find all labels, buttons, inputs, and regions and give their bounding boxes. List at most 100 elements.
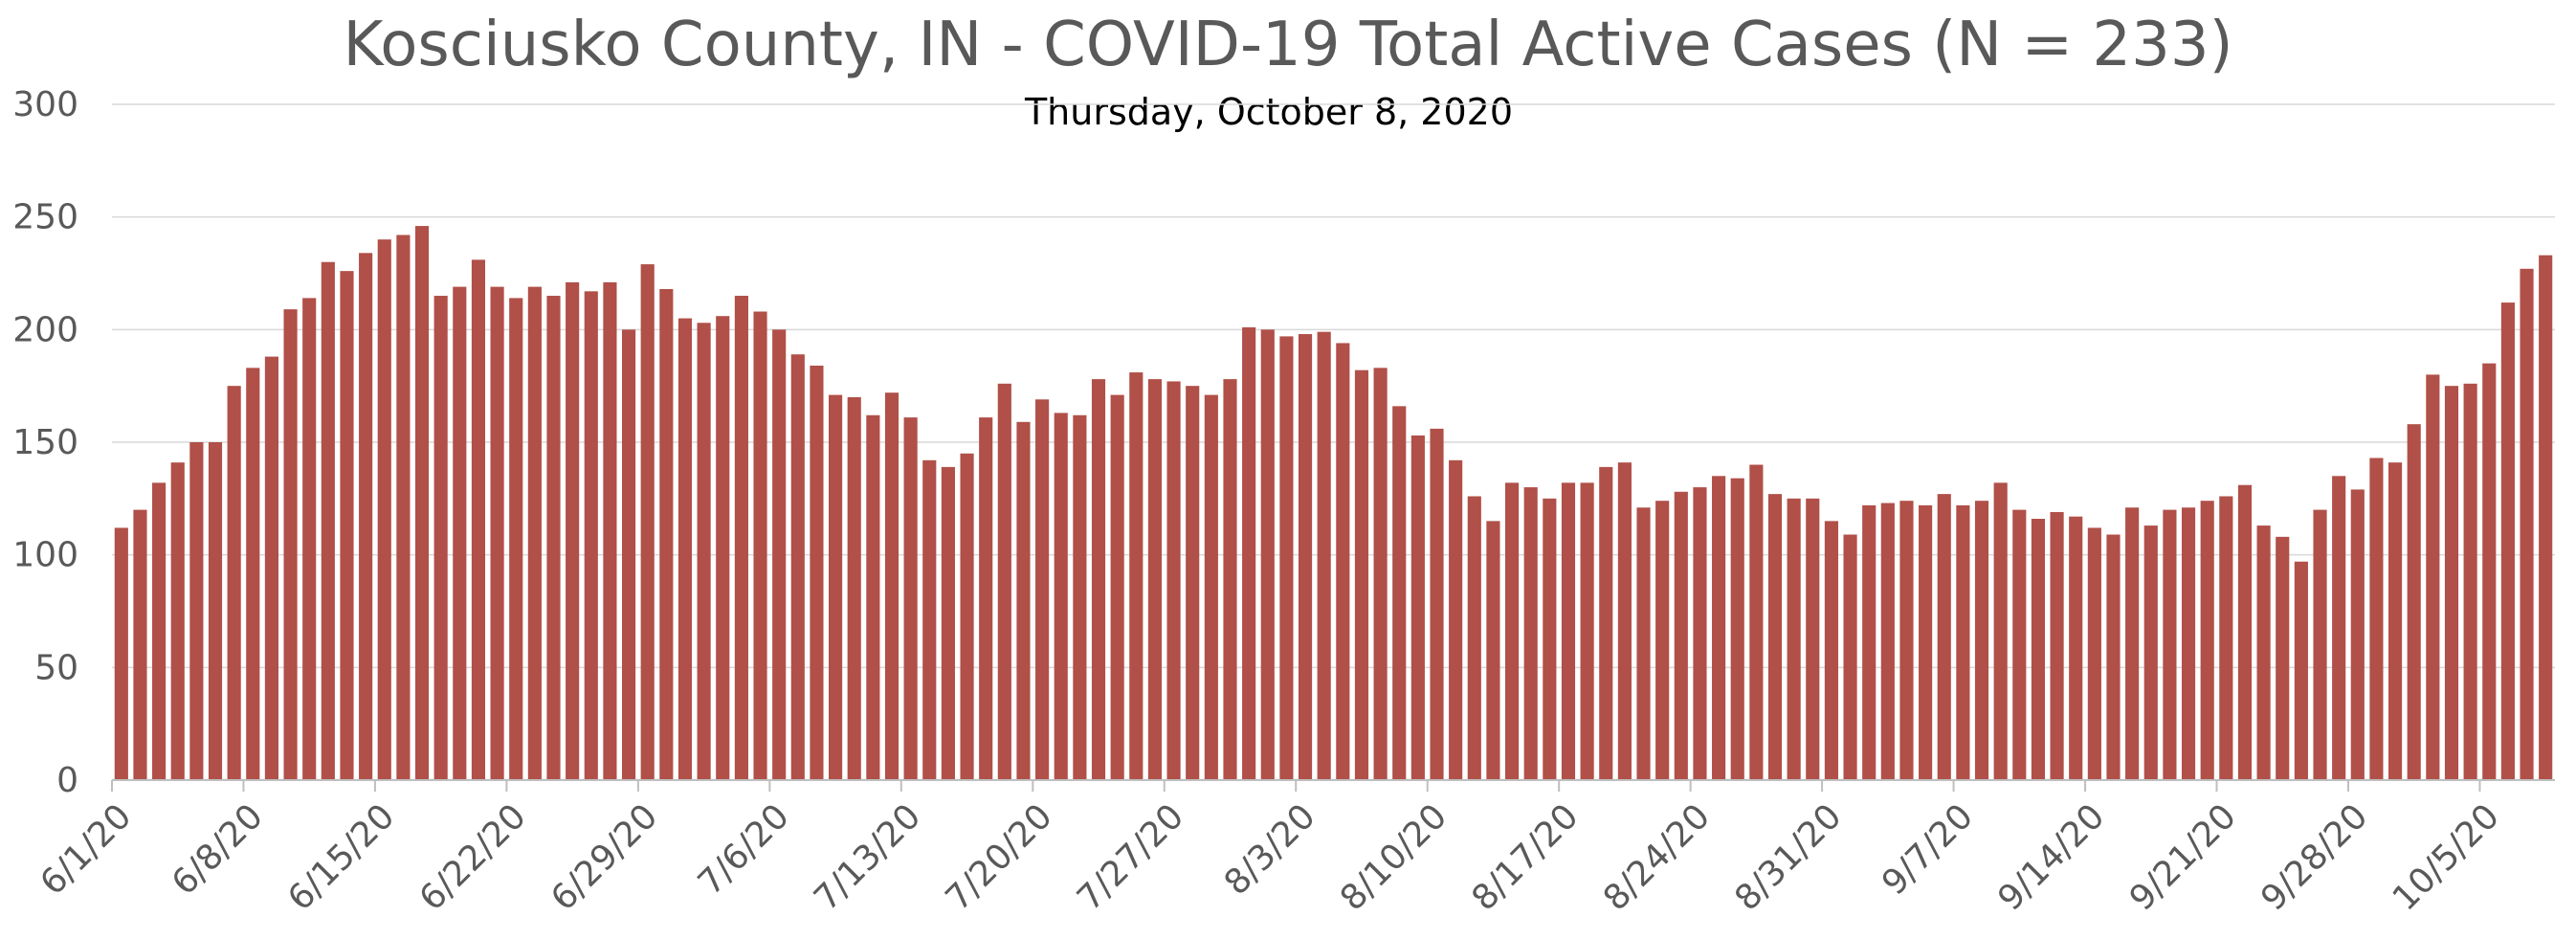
bar	[1467, 496, 1481, 780]
x-tick-label: 10/5/20	[2386, 796, 2507, 918]
y-tick-label: 150	[12, 423, 78, 462]
bar	[1712, 476, 1726, 780]
bar	[189, 442, 204, 780]
bar	[2520, 268, 2534, 780]
bar	[677, 318, 693, 780]
bar	[734, 296, 748, 780]
x-tick-label: 8/10/20	[1333, 796, 1455, 918]
bar	[1054, 413, 1068, 780]
bar	[1204, 394, 1218, 780]
bar	[1937, 494, 1951, 780]
y-axis-ticks: 0 50 100 150 200 250 300	[12, 85, 78, 800]
bar	[1129, 372, 1144, 780]
bar	[2332, 476, 2346, 780]
bar	[1110, 394, 1124, 780]
bar	[2482, 363, 2497, 780]
x-tick-label: 8/3/20	[1217, 796, 1323, 903]
bar	[2181, 507, 2196, 780]
bar	[2444, 386, 2459, 780]
bar	[1430, 428, 1444, 780]
bar	[1730, 478, 1744, 780]
bar	[2200, 501, 2214, 780]
bar	[2163, 509, 2177, 780]
bar	[527, 286, 542, 780]
bar	[2294, 561, 2308, 780]
x-tick-label: 9/28/20	[2254, 796, 2375, 918]
bar	[2463, 383, 2477, 780]
bar	[772, 329, 787, 780]
bar	[1880, 503, 1895, 780]
bar	[414, 226, 430, 780]
x-tick-label: 6/8/20	[165, 796, 271, 903]
bar	[1073, 414, 1087, 780]
bar	[1336, 343, 1350, 780]
bar	[2087, 527, 2101, 780]
y-tick-label: 250	[12, 198, 78, 237]
x-tick-label: 9/14/20	[1990, 796, 2112, 918]
y-tick-label: 100	[12, 536, 78, 575]
bar	[979, 417, 993, 780]
x-tick-label: 8/31/20	[1727, 796, 1849, 918]
bar	[227, 386, 241, 780]
bar	[1862, 504, 1876, 780]
bar	[1899, 501, 1914, 780]
bar	[546, 296, 561, 780]
bar	[1242, 326, 1256, 780]
bar	[1693, 487, 1707, 780]
bar	[1824, 521, 1838, 780]
bar	[884, 392, 899, 780]
bar	[1919, 504, 1933, 780]
bar	[2050, 511, 2064, 780]
bar	[659, 288, 674, 781]
bar	[621, 329, 636, 780]
bar	[1806, 498, 1820, 780]
bar	[1636, 507, 1651, 780]
bar	[1166, 381, 1181, 780]
bar	[1749, 464, 1764, 780]
y-tick-label: 0	[56, 761, 78, 800]
x-tick-label: 6/29/20	[544, 796, 665, 918]
bar	[1392, 406, 1407, 780]
bar	[903, 417, 918, 780]
bar	[302, 298, 317, 780]
x-tick-label: 6/22/20	[412, 796, 534, 918]
bar	[208, 442, 223, 780]
bar	[1993, 482, 2008, 780]
chart-subtitle: Thursday, October 8, 2020	[1024, 91, 1513, 133]
bar	[1410, 435, 1425, 780]
bar	[2031, 519, 2046, 780]
bar	[960, 453, 974, 780]
bar	[810, 365, 824, 780]
bar	[509, 298, 523, 780]
bar	[1186, 386, 1200, 780]
bar	[566, 281, 580, 780]
bar	[1298, 334, 1313, 780]
bar	[1035, 399, 1050, 780]
bar	[2369, 458, 2384, 780]
bar	[1787, 498, 1801, 780]
bar	[697, 323, 711, 780]
y-tick-label: 300	[12, 85, 78, 124]
bar	[2219, 496, 2233, 780]
bar	[1449, 459, 1463, 780]
bar	[152, 482, 167, 780]
bar	[2106, 534, 2121, 780]
bar	[133, 509, 147, 780]
bar	[114, 527, 128, 780]
bar	[2500, 302, 2515, 780]
bar	[1260, 329, 1275, 780]
bar	[2313, 509, 2327, 780]
bar	[2276, 536, 2290, 780]
bar	[170, 462, 185, 780]
x-tick-label: 7/6/20	[691, 796, 797, 903]
bar	[716, 316, 730, 780]
bar	[1373, 368, 1388, 780]
bar	[640, 264, 655, 781]
bar	[1317, 331, 1331, 780]
x-tick-label: 7/27/20	[1070, 796, 1191, 918]
y-tick-label: 50	[34, 648, 78, 687]
y-tick-label: 200	[12, 310, 78, 349]
bar	[453, 286, 467, 780]
